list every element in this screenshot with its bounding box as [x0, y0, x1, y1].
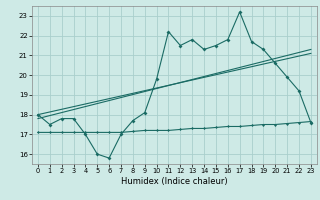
X-axis label: Humidex (Indice chaleur): Humidex (Indice chaleur): [121, 177, 228, 186]
